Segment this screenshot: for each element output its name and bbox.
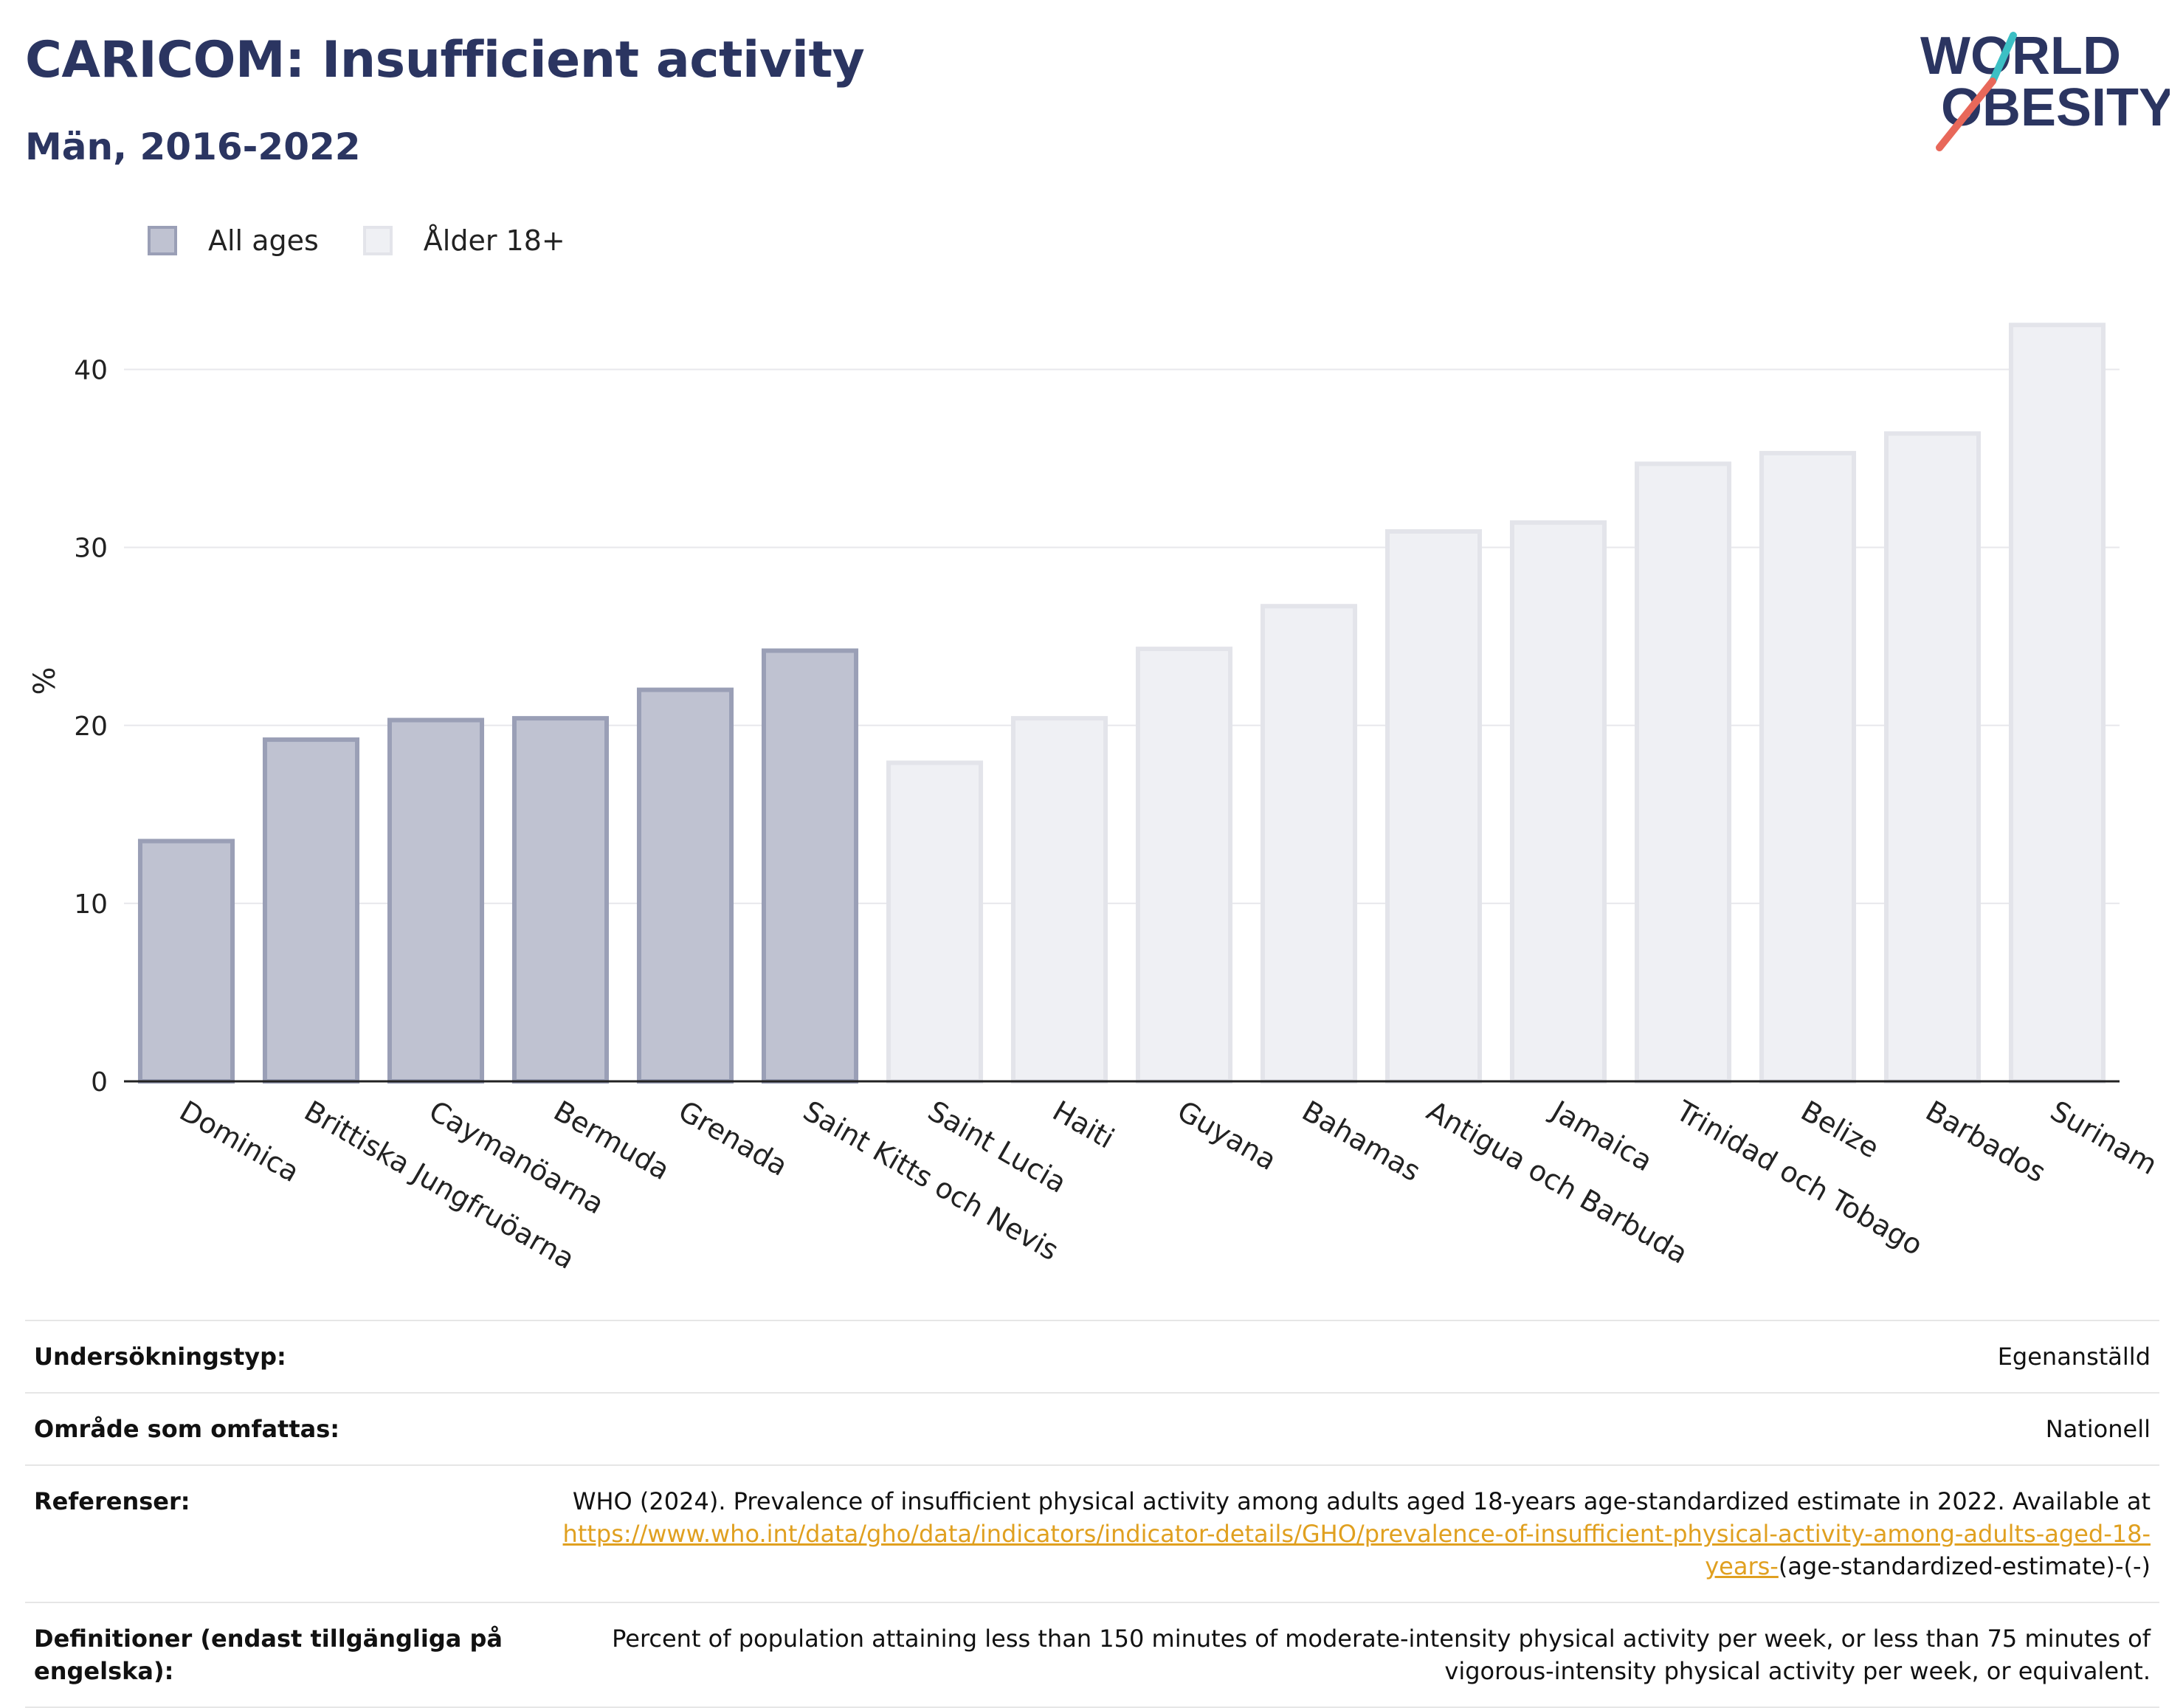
x-tick-label: Bahamas — [1297, 1095, 1426, 1188]
info-row-definitions: Definitioner (endast tillgängliga på eng… — [25, 1602, 2159, 1708]
logo-slash-red — [1936, 78, 1996, 151]
bar-6[interactable] — [886, 760, 984, 1084]
logo-word-obesity: OBESITY — [1941, 78, 2170, 137]
info-row-coverage: Område som omfattas: Nationell — [25, 1392, 2159, 1466]
y-tick-label: 40 — [74, 356, 108, 386]
info-row-references: Referenser: WHO (2024). Prevalence of in… — [25, 1464, 2159, 1603]
info-value-survey-type: Egenanställd — [515, 1320, 2159, 1394]
bar-0[interactable] — [137, 838, 235, 1084]
x-tick-label: Dominica — [174, 1095, 305, 1189]
bar-8[interactable] — [1135, 647, 1233, 1084]
x-tick-label: Haiti — [1047, 1095, 1120, 1155]
info-value-coverage: Nationell — [515, 1392, 2159, 1466]
bar-1[interactable] — [262, 737, 360, 1084]
info-label-coverage: Område som omfattas: — [25, 1392, 515, 1466]
info-label-references: Referenser: — [25, 1464, 515, 1603]
logo-word-world: WORLD — [1920, 27, 2121, 86]
bar-9[interactable] — [1260, 604, 1358, 1084]
bar-10[interactable] — [1384, 528, 1483, 1084]
info-value-references: WHO (2024). Prevalence of insufficient p… — [515, 1464, 2159, 1603]
y-tick-label: 10 — [74, 889, 108, 920]
bar-3[interactable] — [511, 716, 610, 1084]
y-tick-label: 20 — [74, 712, 108, 742]
bar-2[interactable] — [387, 717, 485, 1084]
legend-label-age-18-plus: Ålder 18+ — [423, 224, 565, 257]
x-tick-label: Guyana — [1172, 1095, 1282, 1177]
y-tick-label: 30 — [74, 534, 108, 564]
bar-11[interactable] — [1509, 520, 1607, 1084]
x-tick-label: Jamaica — [1545, 1094, 1658, 1178]
bar-4[interactable] — [636, 687, 734, 1084]
world-obesity-logo: WORLD OBESITY — [1920, 27, 2170, 151]
bar-14[interactable] — [1883, 431, 1982, 1084]
legend-item-all-ages[interactable]: All ages — [148, 224, 319, 257]
bar-13[interactable] — [1759, 450, 1857, 1084]
reference-suffix: (age-standardized-estimate)-(-) — [1778, 1552, 2151, 1580]
bar-15[interactable] — [2008, 323, 2106, 1084]
y-axis-label: % — [28, 667, 62, 695]
y-tick-label: 0 — [91, 1067, 108, 1098]
logo-slash-teal — [1989, 32, 2017, 85]
reference-link[interactable]: https://www.who.int/data/gho/data/indica… — [562, 1520, 2151, 1580]
chart-title: CARICOM: Insufficient activity — [25, 31, 865, 89]
x-tick-label: Belize — [1796, 1095, 1885, 1165]
bar-5[interactable] — [761, 648, 859, 1084]
legend-label-all-ages: All ages — [208, 224, 319, 257]
chart-subtitle: Män, 2016-2022 — [25, 125, 361, 168]
info-label-survey-type: Undersökningstyp: — [25, 1320, 515, 1394]
chart-legend: All ages Ålder 18+ — [148, 218, 610, 263]
info-value-definitions: Percent of population attaining less tha… — [515, 1602, 2159, 1708]
legend-swatch-all-ages — [148, 226, 177, 255]
legend-swatch-age-18-plus — [362, 226, 393, 255]
metadata-table: Undersökningstyp: Egenanställd Område so… — [25, 1320, 2159, 1708]
x-tick-label: Grenada — [673, 1095, 793, 1182]
bars — [137, 323, 2106, 1084]
bar-7[interactable] — [1010, 716, 1108, 1084]
reference-text: WHO (2024). Prevalence of insufficient p… — [572, 1487, 2151, 1515]
x-tick-label: Barbados — [1920, 1095, 2052, 1189]
bar-12[interactable] — [1634, 461, 1732, 1084]
info-label-definitions: Definitioner (endast tillgängliga på eng… — [25, 1602, 515, 1708]
x-tick-label: Surinam — [2045, 1095, 2163, 1181]
legend-item-age-18-plus[interactable]: Ålder 18+ — [362, 224, 565, 257]
info-row-survey-type: Undersökningstyp: Egenanställd — [25, 1320, 2159, 1394]
